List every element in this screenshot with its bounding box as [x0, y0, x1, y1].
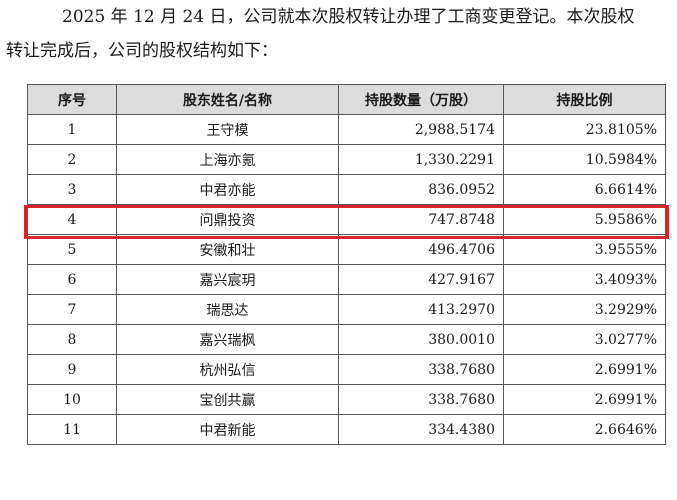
table-row: 10 宝创共赢 338.7680 2.6991%: [27, 384, 666, 415]
row-number: 2: [27, 144, 117, 175]
shareholding-table: 序号 股东姓名/名称 持股数量（万股） 持股比例 1 王守模 2,988.5174 2…: [27, 84, 666, 445]
shares-amount: 334.4380: [338, 414, 504, 445]
shares-amount: 836.0952: [338, 174, 504, 205]
row-number: 9: [27, 354, 117, 385]
shareholding-ratio: 10.5984%: [503, 144, 666, 175]
row-number: 11: [27, 414, 117, 445]
shares-amount: 2,988.5174: [338, 114, 504, 145]
row-number: 4: [27, 204, 117, 235]
shareholder-name: 中君新能: [116, 414, 339, 445]
shareholder-name: 上海亦氪: [116, 144, 339, 175]
table-row: 1 王守模 2,988.5174 23.8105%: [27, 114, 666, 145]
shareholding-ratio: 5.9586%: [503, 204, 666, 235]
shares-amount: 1,330.2291: [338, 144, 504, 175]
shareholder-name: 中君亦能: [116, 174, 339, 205]
shareholding-ratio: 2.6991%: [503, 384, 666, 415]
row-number: 8: [27, 324, 117, 355]
row-number: 1: [27, 114, 117, 145]
shares-amount: 496.4706: [338, 234, 504, 265]
table-row: 9 杭州弘信 338.7680 2.6991%: [27, 354, 666, 385]
intro-line-2: 转让完成后，公司的股权结构如下：: [6, 41, 278, 61]
table-row: 7 瑞思达 413.2970 3.2929%: [27, 294, 666, 325]
shares-amount: 380.0010: [338, 324, 504, 355]
shareholding-ratio: 2.6991%: [503, 354, 666, 385]
shares-amount: 338.7680: [338, 354, 504, 385]
shares-amount: 427.9167: [338, 264, 504, 295]
shareholder-name: 安徽和壮: [116, 234, 339, 265]
table-row: 6 嘉兴宸玥 427.9167 3.4093%: [27, 264, 666, 295]
table-header-row: 序号 股东姓名/名称 持股数量（万股） 持股比例: [27, 84, 666, 115]
shareholder-name: 瑞思达: [116, 294, 339, 325]
header-ratio: 持股比例: [503, 84, 666, 115]
table-row: 2 上海亦氪 1,330.2291 10.5984%: [27, 144, 666, 175]
header-shares: 持股数量（万股）: [338, 84, 504, 115]
shares-amount: 338.7680: [338, 384, 504, 415]
shareholding-ratio: 3.0277%: [503, 324, 666, 355]
shareholder-name: 王守模: [116, 114, 339, 145]
intro-line-1: 2025 年 12 月 24 日，公司就本次股权转让办理了工商变更登记。本次股权: [62, 7, 635, 27]
row-number: 5: [27, 234, 117, 265]
shareholding-ratio: 3.9555%: [503, 234, 666, 265]
shares-amount: 413.2970: [338, 294, 504, 325]
shareholder-name: 嘉兴瑞枫: [116, 324, 339, 355]
table-row: 8 嘉兴瑞枫 380.0010 3.0277%: [27, 324, 666, 355]
shares-amount: 747.8748: [338, 204, 504, 235]
header-no: 序号: [27, 84, 117, 115]
shareholding-ratio: 3.4093%: [503, 264, 666, 295]
table-row: 5 安徽和壮 496.4706 3.9555%: [27, 234, 666, 265]
table-row: 11 中君新能 334.4380 2.6646%: [27, 414, 666, 445]
table-row: 4 问鼎投资 747.8748 5.9586%: [27, 204, 666, 235]
shareholding-ratio: 3.2929%: [503, 294, 666, 325]
shareholder-name: 嘉兴宸玥: [116, 264, 339, 295]
shareholding-ratio: 23.8105%: [503, 114, 666, 145]
shareholding-ratio: 6.6614%: [503, 174, 666, 205]
table-row: 3 中君亦能 836.0952 6.6614%: [27, 174, 666, 205]
row-number: 6: [27, 264, 117, 295]
row-number: 7: [27, 294, 117, 325]
row-number: 10: [27, 384, 117, 415]
shareholding-ratio: 2.6646%: [503, 414, 666, 445]
header-shareholder-name: 股东姓名/名称: [116, 84, 339, 115]
shareholder-name: 杭州弘信: [116, 354, 339, 385]
shareholder-name: 宝创共赢: [116, 384, 339, 415]
shareholder-name: 问鼎投资: [116, 204, 339, 235]
row-number: 3: [27, 174, 117, 205]
